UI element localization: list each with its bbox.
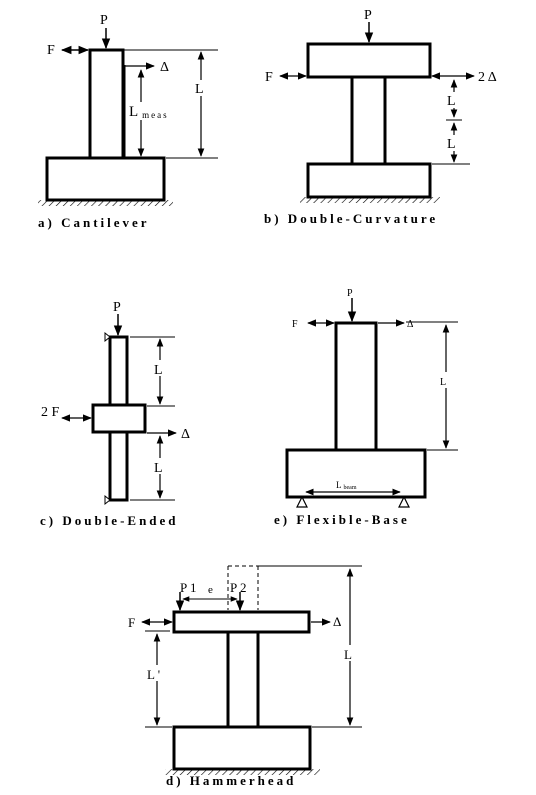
lbeam-label-bg: [333, 479, 373, 490]
panel-double-curvature: P F 2 Δ L L b) Double-Curvature: [264, 8, 497, 226]
lateral-load-label: F: [292, 319, 298, 330]
eccentricity-label: e: [208, 584, 213, 596]
l-lower-label-bg: [151, 458, 169, 474]
center-stub: [91, 403, 147, 434]
axial-load-label: P: [100, 13, 108, 28]
l-upper-label-bg: [444, 92, 462, 108]
lateral-load-label: 2 F: [41, 405, 60, 420]
lmeas-main: L: [129, 104, 138, 120]
lmeas-label-bg: [127, 102, 177, 120]
lateral-load-label: F: [128, 615, 135, 630]
caption-hammerhead: d) Hammerhead: [166, 773, 296, 788]
panel-double-ended: P L Δ L 2 F c) Double-Ended: [40, 300, 190, 528]
lprime-label-bg: [145, 665, 171, 681]
bottom-block: [306, 162, 432, 199]
hammerhead-beam: [172, 610, 311, 634]
ground-hatch: [165, 769, 320, 775]
column: [350, 75, 387, 166]
displacement-label: 2 Δ: [478, 70, 497, 85]
displacement-label: Δ: [160, 60, 169, 75]
top-block: [306, 42, 432, 79]
p1-label: P 1: [180, 580, 197, 595]
column: [226, 630, 260, 729]
lbeam-main: L: [336, 480, 342, 490]
axial-load-label: P: [113, 300, 121, 315]
l-lower-label: L: [154, 461, 163, 476]
ground-hatch: [300, 197, 440, 203]
panel-hammerhead: P 1 P 2 e F Δ L ' L d) Hammerhead: [128, 565, 362, 788]
l-upper-label: L: [154, 363, 163, 378]
axial-load-label: P: [364, 8, 372, 23]
l-label-bg: [192, 80, 210, 96]
l-label-bg: [437, 372, 455, 388]
ground-hatch: [38, 200, 173, 206]
l-label: L: [344, 647, 352, 662]
l-label: L: [195, 82, 204, 97]
lmeas-sub: meas: [142, 110, 169, 120]
footing: [45, 156, 166, 202]
caption-flexible-base: e) Flexible-Base: [274, 512, 410, 527]
caption-cantilever: a) Cantilever: [38, 215, 150, 230]
displacement-label: Δ: [407, 319, 414, 330]
l-upper-label: L: [447, 94, 456, 109]
bottom-pin-support: [104, 494, 111, 506]
lprime-label: L ': [147, 667, 160, 682]
displacement-label: Δ: [181, 427, 190, 442]
axial-load-label: P: [347, 288, 353, 299]
l-lower-label-bg: [444, 135, 462, 151]
l-label: L: [440, 377, 446, 388]
eccentricity-label-bg: [206, 582, 218, 595]
lateral-load-label: F: [47, 43, 55, 58]
lateral-load-label: F: [265, 70, 273, 85]
caption-double-curvature: b) Double-Curvature: [264, 211, 438, 226]
left-pin-support: [296, 495, 308, 508]
l-label-bg: [341, 645, 359, 661]
footing: [172, 725, 312, 771]
displacement-label: Δ: [333, 614, 341, 629]
column: [334, 321, 378, 452]
l-lower-label: L: [447, 137, 456, 152]
column: [88, 48, 125, 160]
right-pin-support: [398, 495, 410, 508]
p2-label: P 2: [230, 580, 247, 595]
lbeam-sub: beam: [344, 485, 357, 491]
caption-double-ended: c) Double-Ended: [40, 513, 179, 528]
top-pin-support: [104, 331, 111, 343]
l-upper-label-bg: [151, 360, 169, 376]
